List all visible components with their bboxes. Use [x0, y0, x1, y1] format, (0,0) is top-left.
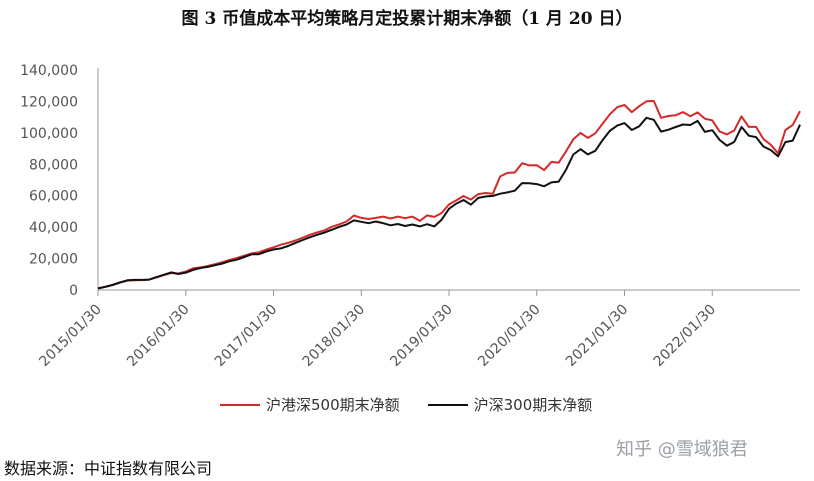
- chart-title: 图 3 币值成本平均策略月定投累计期末净额（1 月 20 日）: [181, 9, 633, 29]
- y-tick-label: 140,000: [20, 63, 78, 79]
- watermark: 知乎 @雪域狼君: [616, 439, 748, 460]
- y-tick-label: 40,000: [29, 220, 78, 236]
- legend-swatch-black: [427, 403, 468, 406]
- legend-swatch-red: [220, 403, 260, 406]
- series-line-1: [97, 116, 801, 290]
- legend-label: 沪深300期末净额: [473, 396, 593, 414]
- legend: 沪港深500期末净额 沪深300期末净额: [220, 394, 592, 415]
- y-tick-label: 20,000: [29, 252, 78, 268]
- y-axis: 0 20,000 40,000 60,000 80,000 100,000 120,000 1…: [20, 63, 99, 299]
- x-tick-label: 2015/01/30: [36, 302, 104, 370]
- y-tick-label: 0: [69, 283, 78, 299]
- x-tick-label: 2016/01/30: [124, 302, 192, 370]
- y-tick-label: 60,000: [29, 189, 78, 205]
- x-tick-label: 2018/01/30: [300, 302, 368, 370]
- data-source-note: 数据来源：中证指数有限公司: [4, 459, 213, 478]
- y-tick-label: 100,000: [20, 126, 78, 142]
- x-tick-label: 2021/01/30: [563, 302, 631, 370]
- x-tick-label: 2017/01/30: [212, 302, 280, 370]
- line-chart: 0 20,000 40,000 60,000 80,000 100,000 120,000 1…: [20, 63, 801, 370]
- x-tick-label: 2019/01/30: [387, 302, 455, 370]
- x-tick-label: 2022/01/30: [651, 302, 719, 370]
- x-axis: 2015/01/30 2016/01/30 2017/01/30 2018/01/30…: [36, 289, 800, 370]
- legend-item-csi-300: 沪深300期末净额: [427, 394, 593, 415]
- series-line-0: [97, 100, 801, 290]
- legend-label: 沪港深500期末净额: [266, 396, 400, 414]
- y-tick-label: 120,000: [20, 94, 78, 110]
- x-tick-label: 2020/01/30: [475, 302, 543, 370]
- series-lines: [97, 100, 801, 290]
- legend-item-hk-sh-sz-500: 沪港深500期末净额: [220, 394, 400, 415]
- y-tick-label: 80,000: [29, 157, 78, 173]
